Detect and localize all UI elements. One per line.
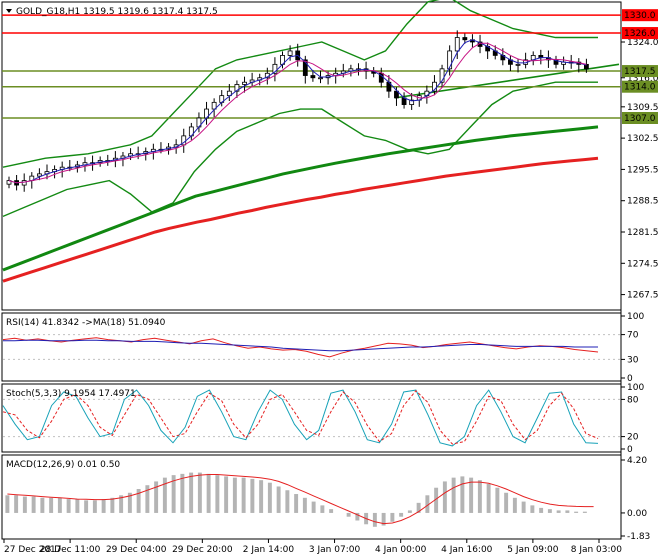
stoch-axis-label: 100: [627, 383, 644, 393]
macd-panel-frame: [1, 454, 622, 540]
candle-body: [287, 50, 293, 56]
ema-mid-line: [2, 125, 599, 272]
candle-body: [454, 37, 460, 52]
time-axis-label: 28 Dec 11:00: [40, 545, 101, 555]
stochastic-panel: 100 80 20 0: [2, 383, 644, 455]
candle-body: [439, 68, 445, 83]
stoch-axis-label: 20: [627, 433, 639, 443]
support-trendline: [394, 63, 620, 99]
candle-body: [394, 90, 399, 99]
time-axis-label: 8 Jan 03:00: [571, 545, 623, 555]
rsi-panel: 100 70 30 0: [2, 312, 644, 384]
price-axis-label: 1324.0: [627, 38, 659, 48]
stoch-series-line: [2, 389, 599, 447]
ema-slow-line: [2, 156, 599, 283]
candle-body: [36, 173, 42, 177]
time-axis-label: 4 Jan 16:00: [441, 545, 493, 555]
candle-body: [409, 99, 415, 105]
candle-body: [211, 101, 217, 110]
time-axis-label: 5 Jan 09:00: [507, 545, 559, 555]
time-axis-label: 27 Dec 2017: [4, 545, 62, 555]
price-level-label: 1317.5: [624, 67, 656, 77]
rsi-axis-label: 0: [627, 374, 633, 384]
time-axis-label: 29 Dec 04:00: [106, 545, 167, 555]
price-axis-label: 1316.0: [627, 74, 659, 84]
stoch-panel-frame: [1, 383, 622, 453]
rsi-series-line: [3, 339, 598, 352]
candle-body: [6, 180, 12, 185]
price-level-tag: [622, 65, 658, 78]
candle-body: [234, 84, 240, 92]
macd-axis-label: -1.83: [627, 532, 650, 542]
price-axis-label: 1309.5: [627, 103, 659, 113]
candle-body: [310, 75, 316, 79]
rsi-axis-label: 70: [627, 331, 639, 341]
price-level-label: 1314.0: [624, 83, 656, 93]
rsi-series-line: [2, 337, 599, 358]
symbol-menu-triangle-icon[interactable]: [6, 9, 12, 13]
price-panel: 1324.0 1316.0 1309.5 1302.5 1295.5 1288.5 1281…: [2, 0, 659, 301]
candle-body: [318, 77, 323, 80]
price-axis-label: 1288.5: [627, 197, 659, 207]
time-axis-label: 4 Jan 00:00: [375, 545, 427, 555]
price-axis-label: 1302.5: [627, 134, 659, 144]
ma-slow-line: [8, 42, 587, 184]
stoch-axis-label: 0: [627, 445, 633, 455]
price-axis-label: 1281.5: [627, 228, 659, 238]
macd-signal-line: [7, 474, 594, 525]
macd-axis-label: 4.20: [627, 456, 647, 466]
candle-body: [302, 59, 308, 76]
bollinger-upper-line: [2, 0, 598, 168]
time-axis-label: 3 Jan 07:00: [309, 545, 361, 555]
price-level-tag: [622, 80, 658, 93]
rsi-axis-label: 100: [627, 312, 644, 322]
price-level-tag: [622, 27, 658, 40]
stoch-header: Stoch(5,3,3) 9.1954 17.4971: [6, 389, 136, 399]
price-header: GOLD_G18,H1 1319.5 1319.6 1317.4 1317.5: [16, 7, 218, 17]
time-axis-label: 29 Dec 20:00: [172, 545, 233, 555]
stoch-series-line: [2, 389, 599, 445]
candle-body: [226, 90, 232, 97]
candle-body: [515, 63, 521, 66]
candle-body: [462, 37, 468, 41]
macd-axis-label: 0.00: [627, 509, 647, 519]
price-level-label: 1330.0: [624, 11, 656, 21]
rsi-panel-frame: [1, 312, 622, 382]
rsi-header: RSI(14) 41.8342 ->MA(18) 51.0940: [6, 318, 166, 328]
macd-header: MACD(12,26,9) 0.01 0.50: [6, 460, 120, 470]
rsi-axis-label: 30: [627, 355, 639, 365]
stoch-axis-label: 80: [627, 395, 639, 405]
candle-body: [242, 81, 247, 85]
price-level-label: 1307.0: [624, 114, 656, 124]
price-panel-frame: [1, 1, 622, 311]
ma-fast-line: [8, 39, 587, 184]
price-axis-label: 1274.5: [627, 259, 659, 269]
price-level-tag: [622, 112, 658, 124]
candle-body: [21, 180, 27, 186]
time-axis-label: 2 Jan 14:00: [243, 545, 295, 555]
price-axis-label: 1295.5: [627, 165, 659, 175]
macd-panel: 4.20 0.00 -1.83: [5, 456, 650, 542]
price-axis-label: 1267.5: [627, 291, 659, 301]
candle-body: [447, 50, 453, 70]
price-level-label: 1326.0: [624, 29, 656, 39]
candle-body: [272, 63, 278, 74]
bollinger-lower-line: [2, 81, 598, 218]
price-level-tag: [622, 9, 658, 22]
